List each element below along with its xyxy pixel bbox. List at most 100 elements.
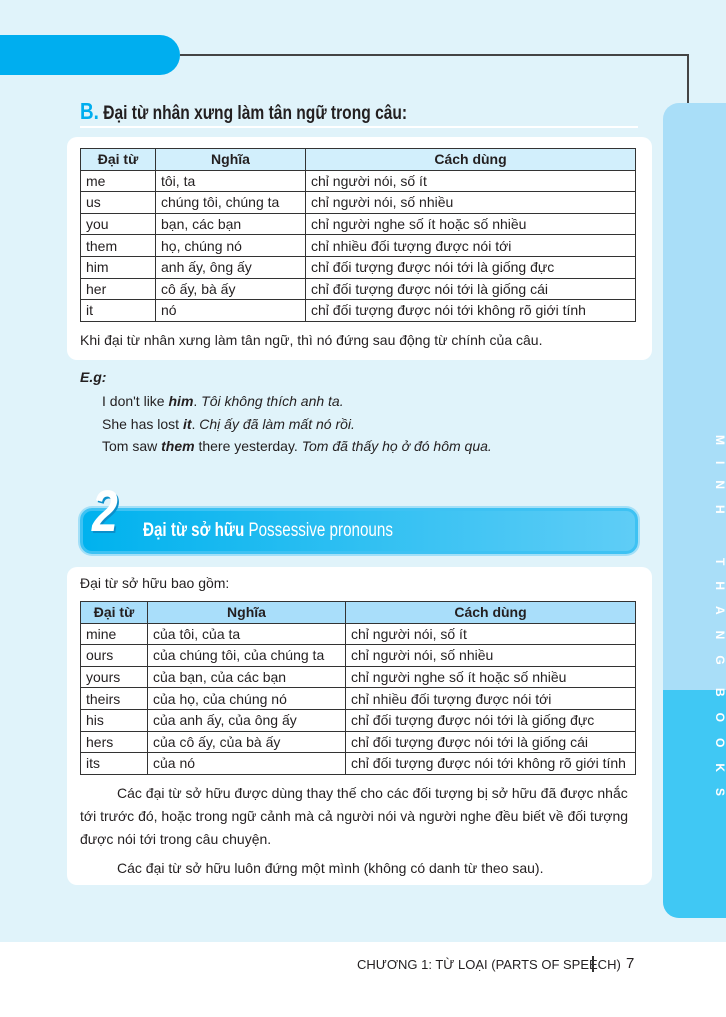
brand-side-tab-dark bbox=[663, 690, 726, 918]
cell-pronoun: her bbox=[80, 277, 156, 301]
cell-meaning: tôi, ta bbox=[155, 169, 306, 193]
table-row: its của nó chỉ đối tượng được nói tới khôn… bbox=[80, 752, 636, 775]
cell-meaning: của tôi, của ta bbox=[147, 622, 346, 646]
cell-usage: chỉ người nghe số ít hoặc số nhiều bbox=[305, 212, 636, 236]
footer-chapter: CHƯƠNG 1: TỪ LOẠI (PARTS OF SPEECH) bbox=[357, 957, 621, 972]
cell-meaning: cô ấy, bà ấy bbox=[155, 277, 306, 301]
table-row: you bạn, các bạn chỉ người nghe số ít hoặc… bbox=[80, 212, 636, 236]
possessive-intro: Đại từ sở hữu bao gồm: bbox=[80, 575, 230, 591]
cell-pronoun: me bbox=[80, 169, 156, 193]
cell-usage: chỉ người nói, số nhiều bbox=[345, 644, 636, 667]
cell-meaning: của chúng tôi, của chúng ta bbox=[147, 644, 346, 667]
cell-usage: chỉ người nói, số ít bbox=[305, 169, 636, 193]
example-translation: Tom đã thấy họ ở đó hôm qua. bbox=[301, 438, 492, 454]
brand-side-tab: MINH THANG BOOKS bbox=[663, 103, 726, 918]
example-pre: She has lost bbox=[102, 415, 183, 432]
table-row: yours của bạn, của các bạn chỉ người nghe … bbox=[80, 665, 636, 689]
brand-word-books: BOOKS bbox=[713, 688, 726, 813]
cell-usage: chỉ đối tượng được nói tới là giống cái bbox=[345, 730, 636, 754]
example-sentence: I don't like him. Tôi không thích anh ta… bbox=[102, 393, 344, 409]
header-pronoun: Đại từ bbox=[80, 148, 156, 171]
cell-pronoun: them bbox=[80, 234, 156, 257]
table-row: her cô ấy, bà ấy chỉ đối tượng được nói tớ… bbox=[80, 277, 636, 301]
header-usage: Cách dùng bbox=[305, 148, 636, 171]
cell-pronoun: theirs bbox=[80, 687, 148, 710]
table-row: mine của tôi, của ta chỉ người nói, số ít bbox=[80, 622, 636, 646]
header-usage: Cách dùng bbox=[345, 601, 636, 624]
example-pronoun: it bbox=[182, 415, 192, 432]
header-meaning: Nghĩa bbox=[155, 148, 306, 171]
example-translation: Chị ấy đã làm mất nó rồi. bbox=[199, 415, 355, 432]
example-pronoun: them bbox=[161, 438, 195, 454]
footer-separator bbox=[592, 956, 594, 972]
page-number: 7 bbox=[626, 955, 635, 972]
section-number: 2 bbox=[92, 479, 118, 544]
table-row: hers của cô ấy, của bà ấy chỉ đối tượng đư… bbox=[80, 730, 636, 754]
cell-pronoun: yours bbox=[80, 665, 148, 689]
cell-usage: chỉ đối tượng được nói tới là giống cái bbox=[305, 277, 636, 301]
header-rule bbox=[180, 54, 689, 56]
cell-pronoun: us bbox=[80, 191, 156, 214]
cell-usage: chỉ đối tượng được nói tới không rõ giới… bbox=[305, 299, 636, 322]
header-rule-vertical bbox=[687, 54, 689, 104]
table-row: them họ, chúng nó chỉ nhiều đối tượng được… bbox=[80, 234, 636, 257]
example-sentence: Tom saw them there yesterday. Tom đã thấ… bbox=[102, 438, 492, 454]
cell-pronoun: mine bbox=[80, 622, 148, 646]
cell-usage: chỉ người nói, số ít bbox=[345, 622, 636, 646]
table-row: him anh ấy, ông ấy chỉ đối tượng được nói … bbox=[80, 255, 636, 279]
table-row: theirs của họ, của chúng nó chỉ nhiều đối … bbox=[80, 687, 636, 710]
example-post: . bbox=[191, 415, 200, 432]
example-pre: I don't like bbox=[102, 393, 169, 409]
header-pronoun: Đại từ bbox=[80, 601, 148, 624]
table-row: it nó chỉ đối tượng được nói tới không rõ … bbox=[80, 299, 636, 322]
header-meaning: Nghĩa bbox=[147, 601, 346, 624]
example-post: . bbox=[193, 393, 202, 409]
possessive-paragraph-line: tới trước đó, hoặc trong ngữ cảnh mà cả … bbox=[80, 808, 629, 824]
cell-usage: chỉ đối tượng được nói tới không rõ giới… bbox=[345, 752, 636, 775]
table-row: ours của chúng tôi, của chúng ta chỉ người… bbox=[80, 644, 636, 667]
cell-meaning: chúng tôi, chúng ta bbox=[155, 191, 306, 214]
cell-pronoun: him bbox=[80, 255, 156, 279]
cell-pronoun: you bbox=[80, 212, 156, 236]
cell-usage: chỉ nhiều đối tượng được nói tới bbox=[345, 687, 636, 710]
possessive-paragraph-2: Các đại từ sở hữu luôn đứng một mình (kh… bbox=[117, 860, 544, 876]
example-post: there yesterday. bbox=[194, 438, 302, 454]
example-pre: Tom saw bbox=[102, 438, 162, 454]
cell-usage: chỉ đối tượng được nói tới là giống đực bbox=[345, 708, 636, 732]
cell-usage: chỉ người nói, số nhiều bbox=[305, 191, 636, 214]
possessive-pronoun-table: Đại từ Nghĩa Cách dùng mine của tôi, của … bbox=[80, 601, 636, 775]
table-row: his của anh ấy, của ông ấy chỉ đối tượng đ… bbox=[80, 708, 636, 732]
heading-underline bbox=[80, 126, 638, 128]
cell-meaning: của họ, của chúng nó bbox=[147, 687, 346, 710]
possessive-paragraph-line: được nói tới trong câu chuyện. bbox=[80, 831, 272, 847]
section-2-banner bbox=[80, 508, 638, 554]
cell-pronoun: it bbox=[80, 299, 156, 322]
cell-pronoun: its bbox=[80, 752, 148, 775]
cell-meaning: của cô ấy, của bà ấy bbox=[147, 730, 346, 754]
cell-meaning: nó bbox=[155, 299, 306, 322]
object-pronoun-note: Khi đại từ nhân xưng làm tân ngữ, thì nó… bbox=[80, 332, 543, 348]
brand-word-thang: THANG bbox=[713, 558, 726, 681]
example-translation: Tôi không thích anh ta. bbox=[201, 393, 344, 409]
eg-label: E.g: bbox=[80, 369, 107, 385]
chapter-pill-decoration bbox=[0, 35, 180, 75]
cell-meaning: của nó bbox=[147, 752, 346, 775]
section-b-heading: B. Đại từ nhân xưng làm tân ngữ trong câ… bbox=[80, 98, 407, 125]
cell-meaning: họ, chúng nó bbox=[155, 234, 306, 257]
example-sentence: She has lost it. Chị ấy đã làm mất nó rồ… bbox=[102, 416, 355, 432]
example-pronoun: him bbox=[168, 393, 194, 409]
cell-pronoun: hers bbox=[80, 730, 148, 754]
section-2-title: Đại từ sở hữu Possessive pronouns bbox=[143, 520, 393, 542]
cell-meaning: bạn, các bạn bbox=[155, 212, 306, 236]
cell-meaning: của bạn, của các bạn bbox=[147, 665, 346, 689]
brand-word-minh: MINH bbox=[713, 435, 726, 530]
cell-meaning: anh ấy, ông ấy bbox=[155, 255, 306, 279]
page-footer bbox=[0, 942, 726, 1017]
cell-pronoun: his bbox=[80, 708, 148, 732]
title-vi: Đại từ sở hữu bbox=[143, 520, 245, 541]
cell-meaning: của anh ấy, của ông ấy bbox=[147, 708, 346, 732]
table-row: us chúng tôi, chúng ta chỉ người nói, số n… bbox=[80, 191, 636, 214]
section-title: Đại từ nhân xưng làm tân ngữ trong câu: bbox=[103, 103, 408, 124]
cell-pronoun: ours bbox=[80, 644, 148, 667]
title-en: Possessive pronouns bbox=[248, 520, 393, 541]
